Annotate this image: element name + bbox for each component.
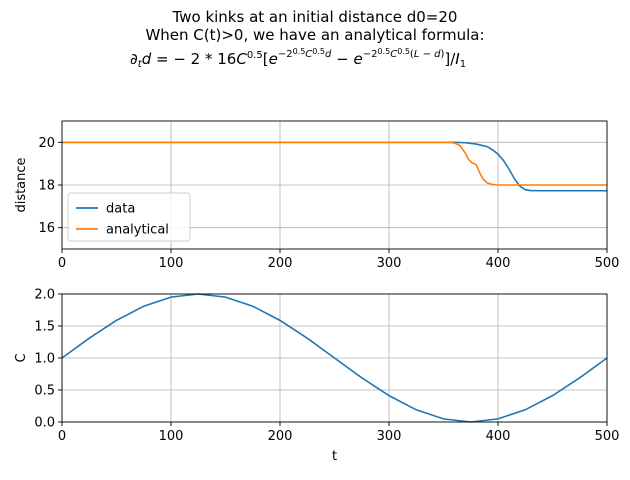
legend: data analytical <box>67 192 191 242</box>
y-axis-label: C <box>14 353 29 362</box>
legend-box <box>67 192 191 242</box>
y-tick-label: 18 <box>38 179 55 194</box>
y-axis-label: distance <box>14 157 29 212</box>
y-tick-label: 16 <box>38 221 55 236</box>
svg-text:∂td = − 2 * 16C0.5[e−20.5C0.5d: ∂td = − 2 * 16C0.5[e−20.5C0.5d − e−20.5C… <box>130 47 466 70</box>
legend-label-data: data <box>106 202 135 217</box>
x-tick-label: 200 <box>268 256 293 271</box>
x-tick-label: 500 <box>595 256 620 271</box>
series-line-C <box>61 293 608 423</box>
y-tick-label: 0.5 <box>34 384 55 399</box>
figure-title-line1: Two kinks at an initial distance d0=20 <box>172 8 458 26</box>
x-tick-label: 300 <box>377 429 402 444</box>
x-tick-label: 400 <box>486 256 511 271</box>
distance-axes: 0 100 200 300 400 500 16 18 20 distance data analyt… <box>14 120 620 271</box>
series-line-data <box>62 141 607 192</box>
x-tick-label: 500 <box>595 429 620 444</box>
x-tick-label: 400 <box>486 429 511 444</box>
x-tick-label: 100 <box>159 429 184 444</box>
y-tick-label: 0.0 <box>34 416 55 431</box>
x-tick-label: 100 <box>159 256 184 271</box>
x-tick-label: 0 <box>58 429 66 444</box>
y-tick-label: 20 <box>38 136 55 151</box>
figure-title-line2: When C(t)>0, we have an analytical formu… <box>145 26 484 44</box>
y-tick-label: 2.0 <box>34 288 55 303</box>
coupling-axes: 0 100 200 300 400 500 0.0 0.5 1.0 1.5 2.0 Ct <box>14 288 619 465</box>
x-axis-label: t <box>332 449 337 464</box>
x-tick-label: 0 <box>58 256 66 271</box>
y-tick-label: 1.5 <box>34 320 55 335</box>
legend-label-analytical: analytical <box>106 223 169 238</box>
x-tick-label: 200 <box>268 429 293 444</box>
series-line-analytical <box>62 141 607 186</box>
y-tick-label: 1.0 <box>34 352 55 367</box>
figure-title-formula: ∂td = − 2 * 16C0.5[e−20.5C0.5d − e−20.5C… <box>130 47 466 70</box>
x-tick-label: 300 <box>377 256 402 271</box>
